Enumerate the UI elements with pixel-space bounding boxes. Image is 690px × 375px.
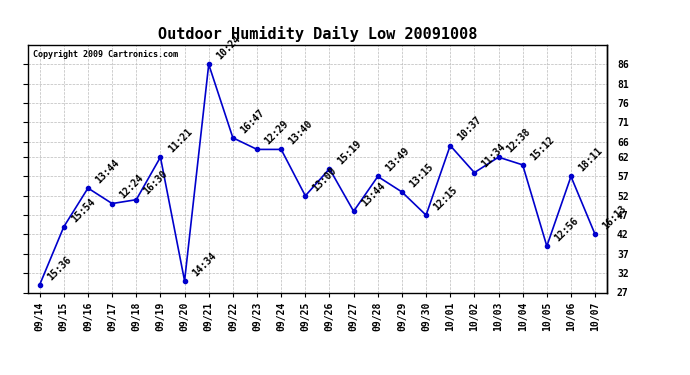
Text: 15:19: 15:19 [335, 138, 363, 166]
Text: 16:13: 16:13 [601, 204, 629, 232]
Text: 15:36: 15:36 [46, 254, 73, 282]
Text: 11:34: 11:34 [480, 142, 508, 170]
Text: Copyright 2009 Cartronics.com: Copyright 2009 Cartronics.com [33, 50, 179, 59]
Text: 13:49: 13:49 [384, 146, 411, 174]
Text: 12:29: 12:29 [263, 119, 290, 147]
Text: 14:34: 14:34 [190, 250, 218, 278]
Text: 16:30: 16:30 [142, 169, 170, 197]
Text: 18:11: 18:11 [577, 146, 604, 174]
Text: 13:15: 13:15 [408, 161, 435, 189]
Text: 13:00: 13:00 [311, 165, 339, 193]
Text: 11:21: 11:21 [166, 126, 194, 154]
Text: 10:37: 10:37 [456, 115, 484, 143]
Text: 12:56: 12:56 [553, 216, 580, 243]
Text: 12:15: 12:15 [432, 184, 460, 212]
Text: 13:40: 13:40 [287, 119, 315, 147]
Text: 12:24: 12:24 [118, 173, 146, 201]
Text: 16:47: 16:47 [239, 107, 266, 135]
Text: 15:12: 15:12 [529, 134, 556, 162]
Text: 13:44: 13:44 [359, 181, 387, 209]
Title: Outdoor Humidity Daily Low 20091008: Outdoor Humidity Daily Low 20091008 [158, 27, 477, 42]
Text: 15:54: 15:54 [70, 196, 97, 224]
Text: 13:44: 13:44 [94, 158, 121, 185]
Text: 12:38: 12:38 [504, 126, 532, 154]
Text: 10:24: 10:24 [215, 34, 242, 62]
